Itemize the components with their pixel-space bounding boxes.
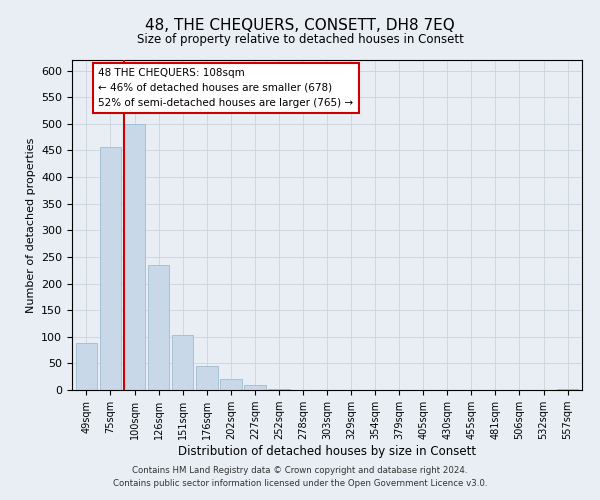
- Text: 48 THE CHEQUERS: 108sqm
← 46% of detached houses are smaller (678)
52% of semi-d: 48 THE CHEQUERS: 108sqm ← 46% of detache…: [98, 68, 353, 108]
- Bar: [196, 366, 218, 390]
- Bar: [124, 124, 145, 390]
- Bar: [76, 343, 97, 390]
- Bar: [244, 384, 266, 390]
- Bar: [220, 380, 242, 390]
- Bar: [268, 389, 290, 390]
- Text: Contains HM Land Registry data © Crown copyright and database right 2024.
Contai: Contains HM Land Registry data © Crown c…: [113, 466, 487, 487]
- Bar: [557, 389, 578, 390]
- X-axis label: Distribution of detached houses by size in Consett: Distribution of detached houses by size …: [178, 445, 476, 458]
- Y-axis label: Number of detached properties: Number of detached properties: [26, 138, 35, 312]
- Bar: [100, 148, 121, 390]
- Text: Size of property relative to detached houses in Consett: Size of property relative to detached ho…: [137, 32, 463, 46]
- Bar: [148, 266, 169, 390]
- Bar: [172, 334, 193, 390]
- Text: 48, THE CHEQUERS, CONSETT, DH8 7EQ: 48, THE CHEQUERS, CONSETT, DH8 7EQ: [145, 18, 455, 32]
